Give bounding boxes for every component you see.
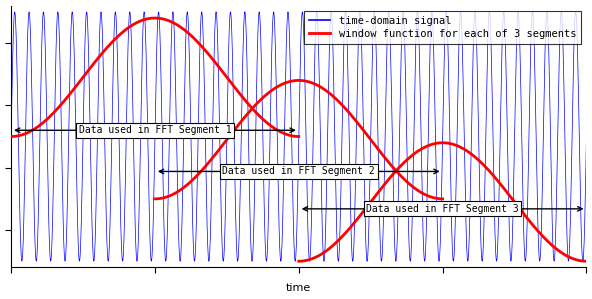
X-axis label: time: time: [286, 283, 311, 293]
Legend: time-domain signal, window function for each of 3 segments: time-domain signal, window function for …: [304, 11, 581, 44]
Text: Data used in FFT Segment 3: Data used in FFT Segment 3: [366, 204, 519, 214]
Text: Data used in FFT Segment 1: Data used in FFT Segment 1: [79, 125, 231, 135]
Text: Data used in FFT Segment 2: Data used in FFT Segment 2: [223, 167, 375, 176]
